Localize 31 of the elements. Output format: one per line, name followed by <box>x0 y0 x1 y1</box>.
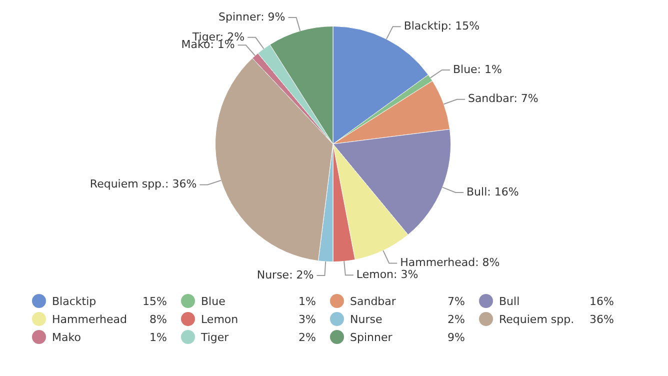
legend-label: Nurse <box>350 312 384 326</box>
data-label: 2% <box>298 330 316 344</box>
legend-label: Blue <box>201 294 226 308</box>
data-label: 36% <box>590 312 614 326</box>
data-label: 3% <box>298 312 316 326</box>
data-label: 9% <box>448 330 465 344</box>
text: Bull: 16% <box>466 185 519 198</box>
legend-label: Lemon <box>201 312 240 326</box>
legend-label: Spinner <box>350 330 394 344</box>
text: Blacktip: 15% <box>404 19 480 32</box>
data-label: 7% <box>448 294 465 308</box>
legend-label: Hammerhead <box>52 312 128 326</box>
legend-label: Bull <box>499 294 521 308</box>
text: Sandbar: 7% <box>468 92 538 106</box>
text: Spinner: 9% <box>218 10 286 24</box>
legend-label: Mako <box>52 330 82 344</box>
text: Nurse: 2% <box>256 268 314 282</box>
legend-label: Tiger <box>201 330 230 344</box>
text: Blue: 1% <box>452 62 502 76</box>
text: Hammerhead: 8% <box>400 256 500 270</box>
data-label: 8% <box>150 312 167 326</box>
data-label: 2% <box>448 312 465 326</box>
legend-label: Sandbar <box>350 294 397 308</box>
data-label: 16% <box>590 294 614 308</box>
legend-label: Blacktip <box>52 294 98 308</box>
data-label: 15% <box>142 294 167 308</box>
text: Requiem spp.: 36% <box>90 178 197 191</box>
legend-label: Requiem spp. <box>499 312 576 326</box>
text: Lemon: 3% <box>356 268 418 282</box>
data-label: 1% <box>298 294 316 308</box>
data-label: 1% <box>150 330 167 344</box>
